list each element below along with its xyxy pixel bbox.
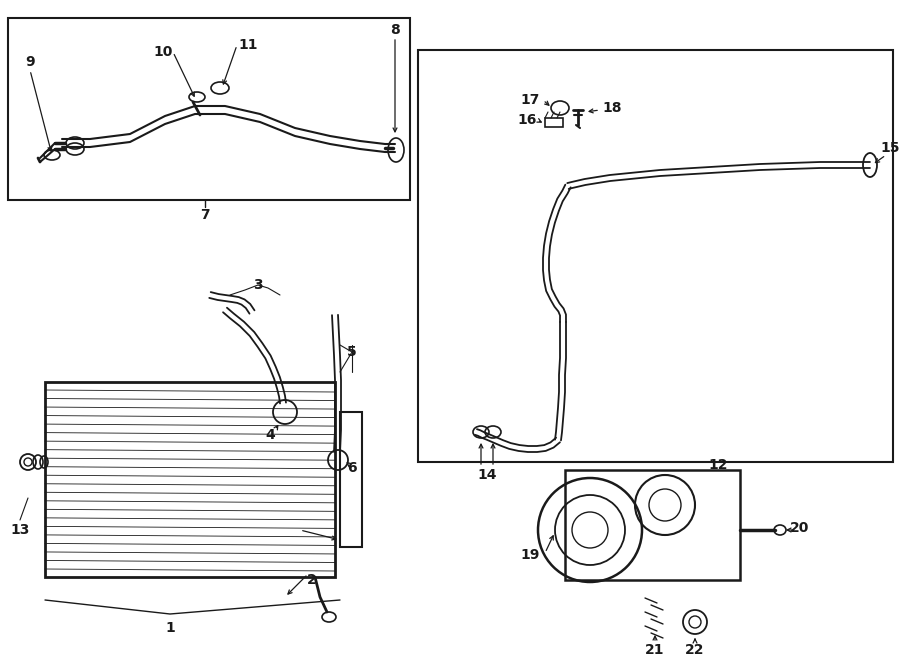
Text: 15: 15 xyxy=(880,141,900,155)
Text: 7: 7 xyxy=(200,208,210,222)
Text: 9: 9 xyxy=(25,55,35,69)
Text: 8: 8 xyxy=(390,23,400,37)
Text: 18: 18 xyxy=(602,101,622,115)
Bar xyxy=(565,470,740,580)
Text: 2: 2 xyxy=(307,573,317,587)
Text: 12: 12 xyxy=(708,458,728,472)
Bar xyxy=(8,18,410,200)
Text: 21: 21 xyxy=(645,643,665,657)
Bar xyxy=(545,118,563,127)
Text: 17: 17 xyxy=(520,93,540,107)
Bar xyxy=(45,382,335,577)
Text: 1: 1 xyxy=(165,621,175,635)
Text: 11: 11 xyxy=(238,38,257,52)
Text: 10: 10 xyxy=(153,45,173,59)
Text: 13: 13 xyxy=(10,523,30,537)
Text: 16: 16 xyxy=(518,113,536,127)
Text: 3: 3 xyxy=(253,278,263,292)
Bar xyxy=(418,50,893,462)
Text: 5: 5 xyxy=(347,345,357,359)
Text: 20: 20 xyxy=(790,521,810,535)
Text: 14: 14 xyxy=(477,468,497,482)
Text: 22: 22 xyxy=(685,643,705,657)
Text: 4: 4 xyxy=(266,428,274,442)
Bar xyxy=(340,412,362,547)
Text: 6: 6 xyxy=(347,461,356,475)
Text: 19: 19 xyxy=(520,548,540,562)
